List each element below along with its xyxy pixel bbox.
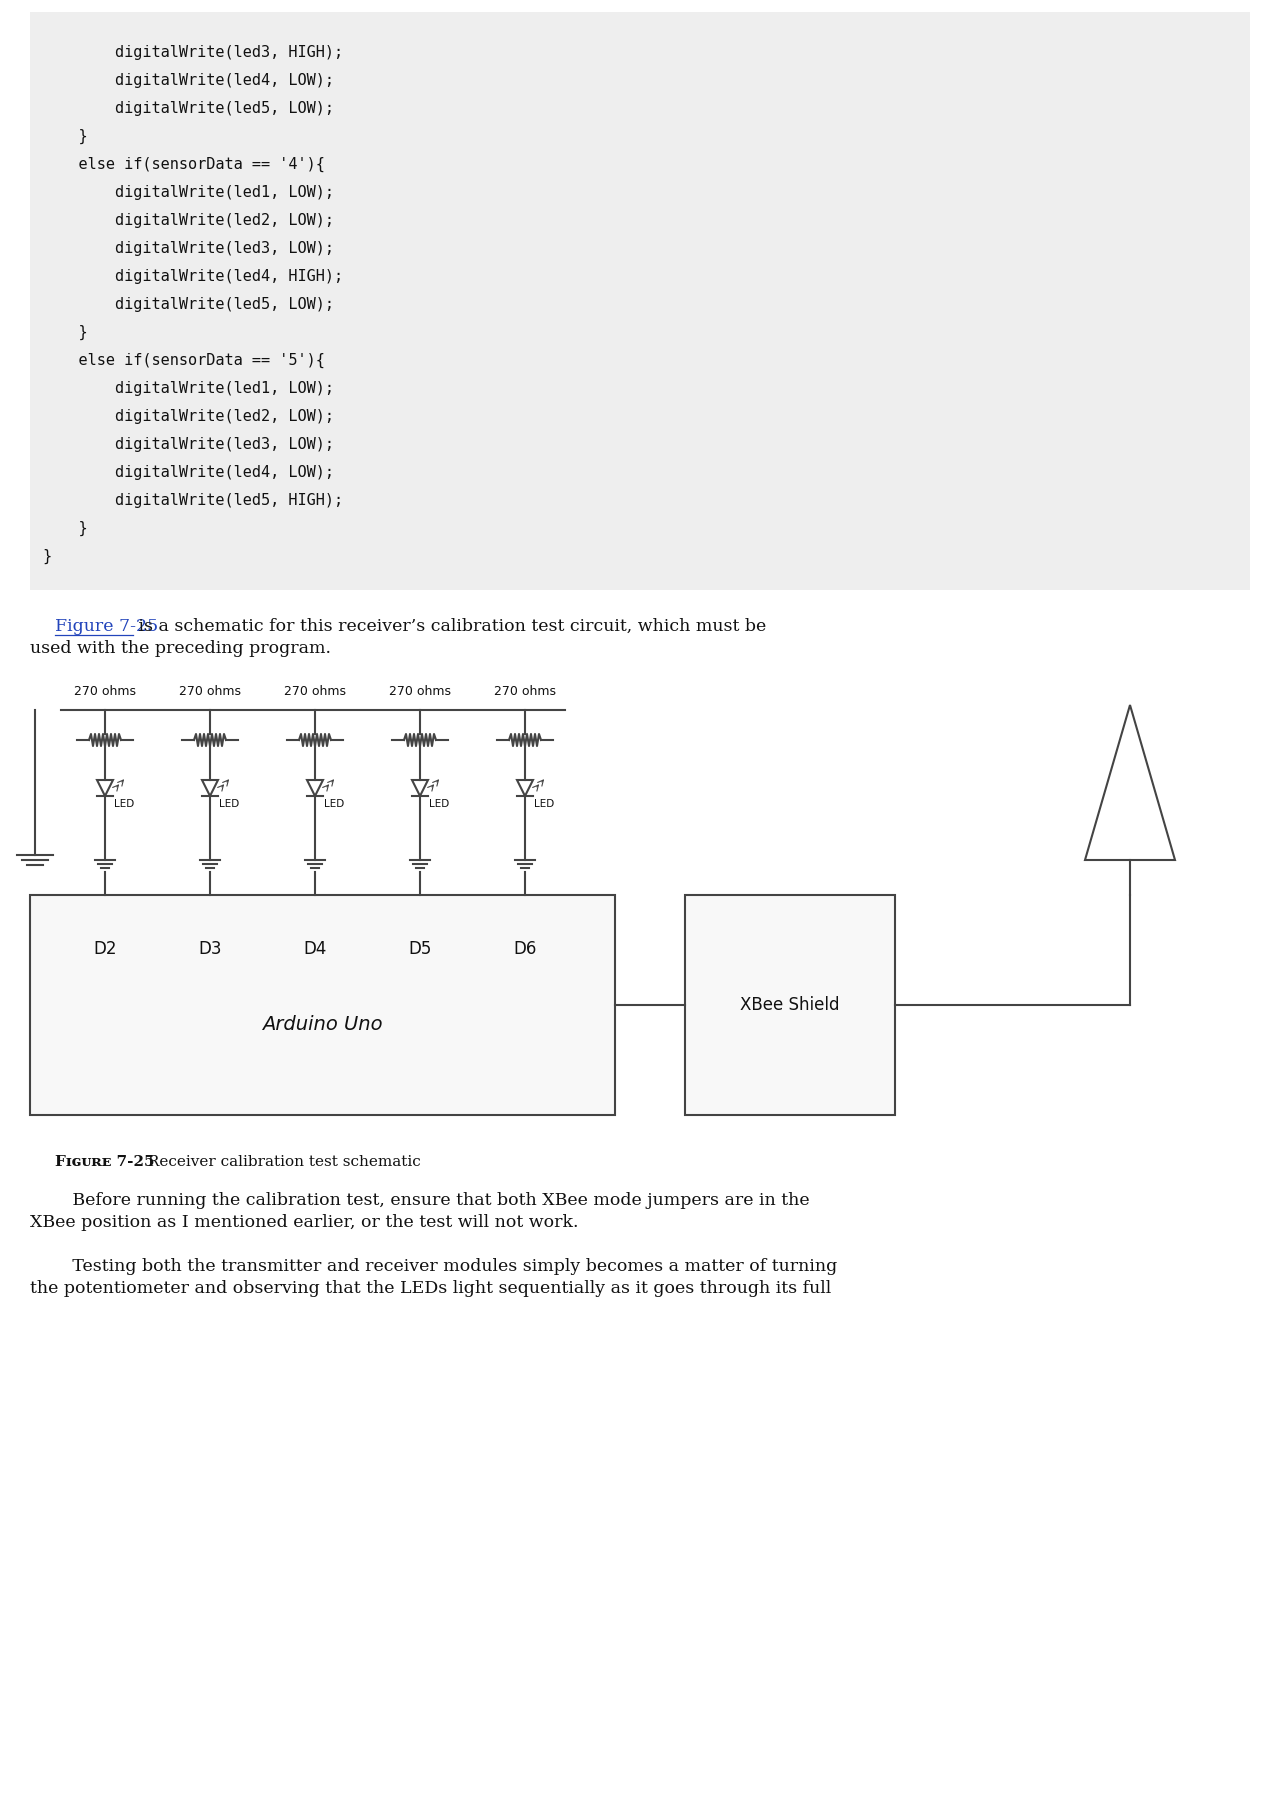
- Text: digitalWrite(led3, LOW);: digitalWrite(led3, LOW);: [42, 438, 334, 452]
- Text: 270 ohms: 270 ohms: [494, 686, 556, 698]
- Text: Figure 7-25: Figure 7-25: [55, 619, 159, 635]
- Text: else if(sensorData == '4'){: else if(sensorData == '4'){: [42, 157, 325, 172]
- Text: digitalWrite(led1, LOW);: digitalWrite(led1, LOW);: [42, 185, 334, 201]
- Text: Receiver calibration test schematic: Receiver calibration test schematic: [143, 1154, 421, 1169]
- Text: Fɪɢᴜʀᴇ 7-25: Fɪɢᴜʀᴇ 7-25: [55, 1154, 155, 1169]
- Text: 270 ohms: 270 ohms: [284, 686, 346, 698]
- Text: 270 ohms: 270 ohms: [179, 686, 241, 698]
- Text: XBee Shield: XBee Shield: [740, 997, 840, 1015]
- Text: XBee position as I mentioned earlier, or the test will not work.: XBee position as I mentioned earlier, or…: [29, 1214, 579, 1230]
- Text: digitalWrite(led5, HIGH);: digitalWrite(led5, HIGH);: [42, 494, 343, 508]
- Text: used with the preceding program.: used with the preceding program.: [29, 640, 332, 657]
- Bar: [685, 895, 895, 1114]
- Text: }: }: [42, 521, 87, 535]
- Text: LED: LED: [324, 800, 344, 809]
- Bar: [29, 13, 1251, 590]
- Text: 270 ohms: 270 ohms: [74, 686, 136, 698]
- Text: D6: D6: [513, 941, 536, 959]
- Text: LED: LED: [114, 800, 134, 809]
- Text: else if(sensorData == '5'){: else if(sensorData == '5'){: [42, 353, 325, 369]
- Text: digitalWrite(led5, LOW);: digitalWrite(led5, LOW);: [42, 101, 334, 116]
- Text: digitalWrite(led4, HIGH);: digitalWrite(led4, HIGH);: [42, 270, 343, 284]
- Text: LED: LED: [534, 800, 554, 809]
- Text: Testing both the transmitter and receiver modules simply becomes a matter of tur: Testing both the transmitter and receive…: [55, 1257, 837, 1275]
- Text: D4: D4: [303, 941, 326, 959]
- Text: digitalWrite(led3, LOW);: digitalWrite(led3, LOW);: [42, 241, 334, 257]
- Text: D5: D5: [408, 941, 431, 959]
- Text: LED: LED: [429, 800, 449, 809]
- Text: }: }: [42, 326, 87, 340]
- Text: D3: D3: [198, 941, 221, 959]
- Bar: [29, 895, 614, 1114]
- Text: LED: LED: [219, 800, 239, 809]
- Text: digitalWrite(led1, LOW);: digitalWrite(led1, LOW);: [42, 382, 334, 396]
- Text: digitalWrite(led2, LOW);: digitalWrite(led2, LOW);: [42, 213, 334, 228]
- Text: digitalWrite(led4, LOW);: digitalWrite(led4, LOW);: [42, 465, 334, 479]
- Text: Before running the calibration test, ensure that both XBee mode jumpers are in t: Before running the calibration test, ens…: [55, 1192, 810, 1208]
- Text: }: }: [42, 128, 87, 145]
- Text: is a schematic for this receiver’s calibration test circuit, which must be: is a schematic for this receiver’s calib…: [133, 619, 767, 635]
- Text: D2: D2: [93, 941, 116, 959]
- Text: }: }: [42, 548, 51, 564]
- Text: Arduino Uno: Arduino Uno: [262, 1015, 383, 1035]
- Text: the potentiometer and observing that the LEDs light sequentially as it goes thro: the potentiometer and observing that the…: [29, 1281, 831, 1297]
- Text: 270 ohms: 270 ohms: [389, 686, 451, 698]
- Text: digitalWrite(led2, LOW);: digitalWrite(led2, LOW);: [42, 409, 334, 423]
- Text: digitalWrite(led3, HIGH);: digitalWrite(led3, HIGH);: [42, 45, 343, 60]
- Text: digitalWrite(led5, LOW);: digitalWrite(led5, LOW);: [42, 297, 334, 311]
- Text: digitalWrite(led4, LOW);: digitalWrite(led4, LOW);: [42, 72, 334, 89]
